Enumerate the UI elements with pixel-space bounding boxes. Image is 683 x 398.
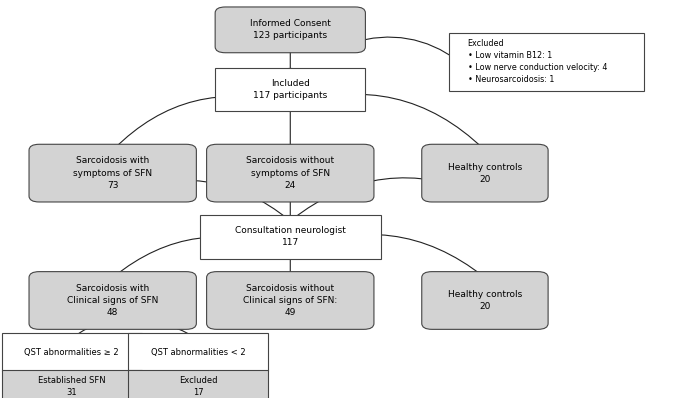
Text: Included
117 participants: Included 117 participants: [253, 79, 327, 100]
Text: Healthy controls
20: Healthy controls 20: [448, 290, 522, 311]
Text: QST abnormalities ≥ 2: QST abnormalities ≥ 2: [25, 348, 119, 357]
Text: Sarcoidosis with
symptoms of SFN
73: Sarcoidosis with symptoms of SFN 73: [73, 156, 152, 190]
Text: Sarcoidosis without
symptoms of SFN
24: Sarcoidosis without symptoms of SFN 24: [246, 156, 335, 190]
FancyBboxPatch shape: [2, 370, 142, 398]
Text: Informed Consent
123 participants: Informed Consent 123 participants: [250, 19, 331, 41]
FancyBboxPatch shape: [215, 7, 365, 53]
FancyBboxPatch shape: [215, 68, 365, 111]
FancyBboxPatch shape: [449, 33, 644, 91]
FancyBboxPatch shape: [29, 271, 197, 330]
Text: Excluded
17: Excluded 17: [179, 376, 217, 398]
Text: Healthy controls
20: Healthy controls 20: [448, 162, 522, 184]
FancyBboxPatch shape: [128, 370, 268, 398]
Text: Excluded
• Low vitamin B12: 1
• Low nerve conduction velocity: 4
• Neurosarcoido: Excluded • Low vitamin B12: 1 • Low nerv…: [468, 39, 607, 84]
FancyBboxPatch shape: [421, 144, 548, 202]
Text: Sarcoidosis with
Clinical signs of SFN
48: Sarcoidosis with Clinical signs of SFN 4…: [67, 284, 158, 317]
Text: Established SFN
31: Established SFN 31: [38, 376, 106, 398]
FancyBboxPatch shape: [206, 144, 374, 202]
FancyBboxPatch shape: [2, 334, 142, 371]
FancyBboxPatch shape: [199, 215, 381, 259]
FancyBboxPatch shape: [206, 271, 374, 330]
Text: Sarcoidosis without
Clinical signs of SFN:
49: Sarcoidosis without Clinical signs of SF…: [243, 284, 337, 317]
FancyBboxPatch shape: [128, 334, 268, 371]
Text: Consultation neurologist
117: Consultation neurologist 117: [235, 226, 346, 248]
FancyBboxPatch shape: [29, 144, 197, 202]
FancyBboxPatch shape: [421, 271, 548, 330]
Text: QST abnormalities < 2: QST abnormalities < 2: [151, 348, 245, 357]
